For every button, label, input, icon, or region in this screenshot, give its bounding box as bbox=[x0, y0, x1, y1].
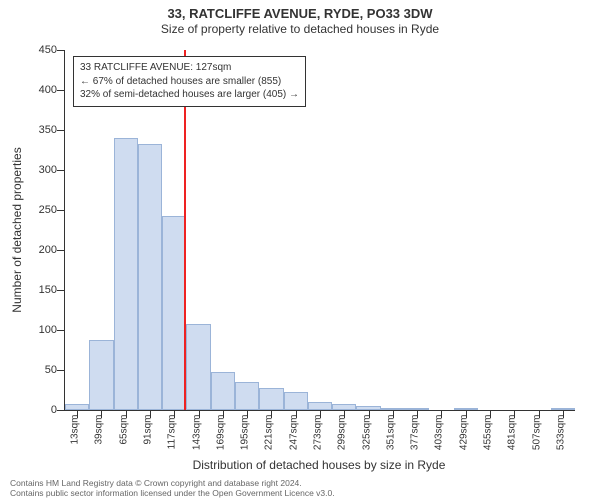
x-tick-label: 273sqm bbox=[313, 415, 324, 451]
footer-line-1: Contains HM Land Registry data © Crown c… bbox=[10, 478, 335, 488]
y-tick bbox=[57, 290, 65, 291]
x-tick-label: 533sqm bbox=[555, 415, 566, 451]
reference-annotation: 33 RATCLIFFE AVENUE: 127sqm ← 67% of det… bbox=[73, 56, 306, 107]
x-tick-label: 247sqm bbox=[288, 415, 299, 451]
y-tick-label: 300 bbox=[17, 164, 57, 176]
histogram-bar bbox=[186, 324, 210, 410]
x-tick-label: 351sqm bbox=[385, 415, 396, 451]
histogram-bar bbox=[235, 382, 259, 410]
y-tick bbox=[57, 130, 65, 131]
histogram-bar bbox=[114, 138, 138, 410]
x-tick-label: 377sqm bbox=[410, 415, 421, 451]
annotation-line-3: 32% of semi-detached houses are larger (… bbox=[80, 88, 299, 102]
x-tick-label: 117sqm bbox=[167, 415, 178, 450]
x-tick-label: 195sqm bbox=[240, 415, 251, 451]
x-tick-label: 481sqm bbox=[507, 415, 518, 451]
y-tick bbox=[57, 370, 65, 371]
y-tick bbox=[57, 250, 65, 251]
page-subtitle: Size of property relative to detached ho… bbox=[0, 22, 600, 40]
annotation-line-1: 33 RATCLIFFE AVENUE: 127sqm bbox=[80, 61, 299, 75]
footer-line-2: Contains public sector information licen… bbox=[10, 488, 335, 498]
x-tick-label: 39sqm bbox=[94, 415, 105, 445]
histogram-bar bbox=[211, 372, 235, 410]
x-tick-label: 455sqm bbox=[483, 415, 494, 451]
y-tick-label: 400 bbox=[17, 84, 57, 96]
y-tick bbox=[57, 90, 65, 91]
y-tick-label: 200 bbox=[17, 244, 57, 256]
histogram-bar bbox=[89, 340, 113, 410]
y-tick bbox=[57, 410, 65, 411]
y-tick bbox=[57, 210, 65, 211]
y-tick bbox=[57, 330, 65, 331]
histogram-bar bbox=[284, 392, 308, 410]
y-tick-label: 350 bbox=[17, 124, 57, 136]
footer-attribution: Contains HM Land Registry data © Crown c… bbox=[10, 478, 335, 498]
x-tick-label: 13sqm bbox=[70, 415, 81, 445]
y-tick-label: 250 bbox=[17, 204, 57, 216]
y-tick-label: 0 bbox=[17, 404, 57, 416]
y-tick-label: 50 bbox=[17, 364, 57, 376]
x-tick-label: 325sqm bbox=[361, 415, 372, 451]
x-tick-label: 91sqm bbox=[143, 415, 154, 445]
y-tick-label: 450 bbox=[17, 44, 57, 56]
x-axis-title: Distribution of detached houses by size … bbox=[64, 458, 574, 472]
page: 33, RATCLIFFE AVENUE, RYDE, PO33 3DW Siz… bbox=[0, 0, 600, 500]
y-tick-label: 150 bbox=[17, 284, 57, 296]
histogram-bar bbox=[308, 402, 332, 410]
chart-plot-area: 33 RATCLIFFE AVENUE: 127sqm ← 67% of det… bbox=[64, 50, 575, 411]
annotation-line-2: ← 67% of detached houses are smaller (85… bbox=[80, 75, 299, 89]
x-tick-label: 403sqm bbox=[434, 415, 445, 451]
x-tick-label: 221sqm bbox=[264, 415, 275, 451]
histogram-bar bbox=[138, 144, 162, 410]
x-tick-label: 429sqm bbox=[458, 415, 469, 451]
x-tick-label: 143sqm bbox=[191, 415, 202, 451]
histogram-bar bbox=[259, 388, 283, 410]
y-tick-label: 100 bbox=[17, 324, 57, 336]
x-tick-label: 65sqm bbox=[118, 415, 129, 445]
x-tick-label: 299sqm bbox=[337, 415, 348, 451]
y-tick bbox=[57, 170, 65, 171]
x-tick-label: 169sqm bbox=[215, 415, 226, 451]
page-title: 33, RATCLIFFE AVENUE, RYDE, PO33 3DW bbox=[0, 0, 600, 22]
y-tick bbox=[57, 50, 65, 51]
x-tick-label: 507sqm bbox=[531, 415, 542, 451]
